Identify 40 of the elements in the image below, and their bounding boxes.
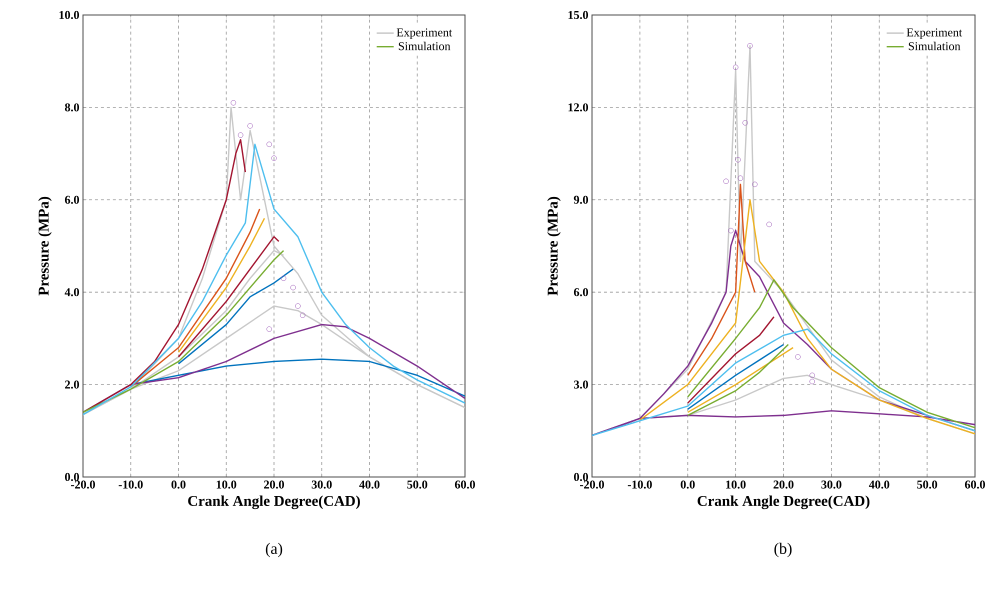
x-tick-label: 0.0	[171, 480, 186, 489]
x-tick-label: 40.0	[868, 480, 890, 489]
y-tick-label: 6.0	[574, 288, 588, 296]
x-tick-label: 20.0	[774, 480, 794, 489]
x-axis-title: Crank Angle Degree(CAD)	[698, 495, 870, 510]
y-tick-label: 8.0	[64, 103, 80, 112]
x-tick-label: 0.0	[680, 480, 695, 489]
x-tick-label: 50.0	[407, 480, 428, 489]
text: (b)	[774, 542, 792, 558]
x-tick-label: 50.0	[917, 480, 938, 489]
legend-label: Experiment	[906, 28, 962, 39]
x-tick-label: 60.0	[454, 480, 475, 489]
x-tick-label: 20.0	[264, 480, 284, 489]
y-tick-label: 12.0	[568, 103, 588, 112]
legend-label: Experiment	[396, 28, 452, 39]
y-tick-label: 15.0	[568, 10, 588, 20]
x-tick-label: 30.0	[821, 480, 842, 489]
x-axis-title: Crank Angle Degree(CAD)	[188, 495, 360, 510]
x-tick-label: 30.0	[312, 480, 332, 489]
y-tick-label: 6.0	[64, 196, 80, 204]
y-tick-label: 2.0	[65, 380, 80, 389]
x-tick-label: 10.0	[726, 480, 746, 489]
x-tick-label: -10.0	[628, 480, 652, 489]
y-axis-title: Pressure (MPa)	[547, 196, 561, 296]
y-tick-label: 10.0	[60, 10, 80, 20]
x-tick-label: -20.0	[580, 480, 604, 489]
y-tick-label: 3.0	[574, 380, 588, 389]
legend-label: Simulation	[908, 42, 960, 50]
x-tick-label: -10.0	[118, 480, 143, 489]
x-tick-label: 10.0	[216, 480, 236, 489]
y-tick-label: 0.0	[574, 472, 588, 482]
x-tick-label: -20.0	[70, 480, 95, 489]
y-tick-label: 4.0	[64, 288, 80, 296]
legend-label: Simulation	[398, 42, 450, 50]
y-tick-label: 9.0	[574, 196, 588, 204]
x-tick-label: 60.0	[964, 480, 986, 489]
y-tick-label: 0.0	[65, 472, 80, 482]
x-tick-label: 40.0	[359, 480, 380, 489]
y-axis-title: Pressure (MPa)	[38, 196, 52, 296]
text: (a)	[266, 542, 282, 558]
